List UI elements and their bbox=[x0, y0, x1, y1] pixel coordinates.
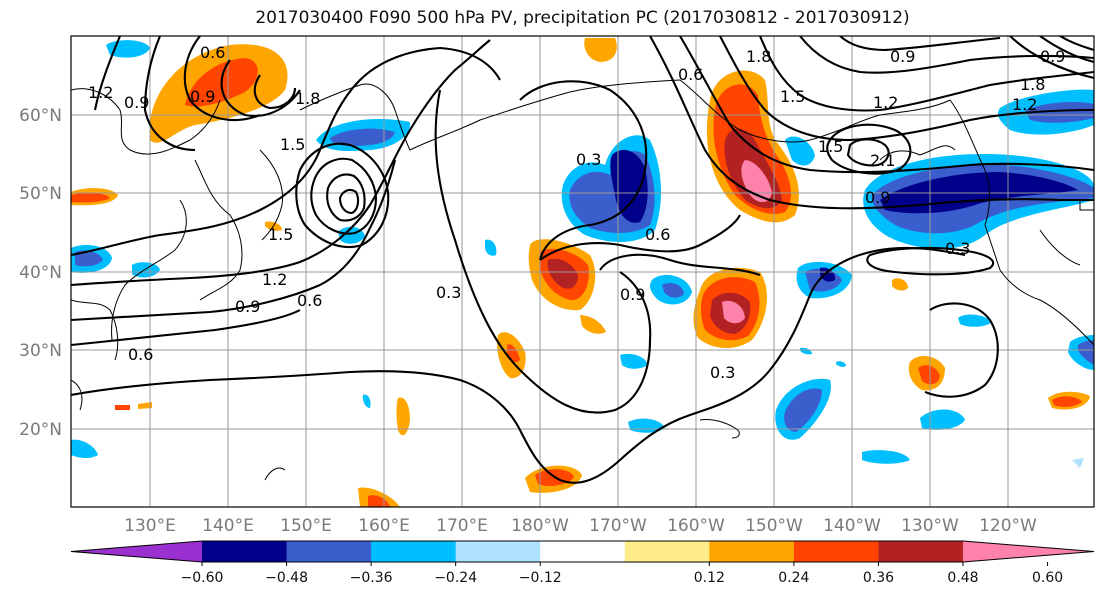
colorbar-tick-label: −0.36 bbox=[350, 570, 393, 586]
contour-label: 0.9 bbox=[890, 47, 915, 66]
colorbar-tick-label: −0.24 bbox=[434, 570, 477, 586]
contour-label: 0.6 bbox=[128, 345, 153, 364]
colorbar-segment bbox=[371, 541, 457, 562]
colorbar: −0.60 −0.48 −0.36 −0.24 −0.12 0.12 0.24 0.36 0.4… bbox=[70, 540, 1095, 586]
contour-label: 0.6 bbox=[645, 225, 670, 244]
contour-label: 0.9 bbox=[124, 93, 149, 112]
coastlines bbox=[71, 79, 1094, 481]
graticule bbox=[71, 36, 1094, 507]
contour-label: 0.6 bbox=[200, 43, 225, 62]
contour-label: 1.8 bbox=[1020, 75, 1045, 94]
colorbar-extend-min bbox=[71, 541, 202, 562]
colorbar-tick-label: 0.60 bbox=[1032, 570, 1063, 586]
contour-label: 1.8 bbox=[295, 89, 320, 108]
contour-label: 0.6 bbox=[297, 291, 322, 310]
colorbar-segment bbox=[286, 541, 372, 562]
lon-label: 150°W bbox=[745, 516, 803, 536]
colorbar-segment bbox=[793, 541, 879, 562]
longitude-labels: 130°E 140°E 150°E 160°E 170°E 180°W 170°… bbox=[124, 516, 1037, 536]
colorbar-tick-label: 0.24 bbox=[778, 570, 809, 586]
colorbar-tick-label: 0.12 bbox=[694, 570, 725, 586]
contour-label: 0.3 bbox=[710, 363, 735, 382]
colorbar-tick-label: 0.36 bbox=[863, 570, 894, 586]
lon-label: 140°W bbox=[823, 516, 881, 536]
contour-label: 1.5 bbox=[268, 225, 293, 244]
colorbar-extend-max bbox=[963, 541, 1094, 562]
map-title: 2017030400 F090 500 hPa PV, precipitatio… bbox=[255, 8, 910, 28]
colorbar-segment bbox=[624, 541, 710, 562]
contour-label: 2.1 bbox=[870, 151, 895, 170]
contour-label: 1.5 bbox=[280, 135, 305, 154]
contour-label: 1.2 bbox=[262, 270, 287, 289]
contour-label: 1.2 bbox=[873, 93, 898, 112]
contour-label: 0.9 bbox=[620, 285, 645, 304]
contour-label: 1.2 bbox=[88, 83, 113, 102]
contour-label: 1.5 bbox=[818, 137, 843, 156]
contour-label: 1.5 bbox=[780, 87, 805, 106]
lon-label: 180°W bbox=[511, 516, 569, 536]
colorbar-tick-label: −0.12 bbox=[519, 570, 562, 586]
colorbar-segment bbox=[202, 541, 288, 562]
contour-label: 0.3 bbox=[576, 150, 601, 169]
contour-labels: 1.2 0.9 0.6 0.9 1.5 1.8 1.5 1.2 0.9 0.6 … bbox=[88, 43, 1065, 382]
lon-label: 130°W bbox=[901, 516, 959, 536]
contour-label: 0.3 bbox=[436, 283, 461, 302]
lon-label: 160°W bbox=[667, 516, 725, 536]
colorbar-segment bbox=[540, 541, 626, 562]
contour-label: 0.9 bbox=[190, 87, 215, 106]
lon-label: 140°E bbox=[202, 516, 254, 536]
contour-label: 0.9 bbox=[865, 188, 890, 207]
colorbar-tick-label: 0.48 bbox=[947, 570, 978, 586]
lat-label: 50°N bbox=[19, 184, 62, 204]
colorbar-segment bbox=[455, 541, 541, 562]
contour-label: 1.2 bbox=[1012, 95, 1037, 114]
lon-label: 170°E bbox=[436, 516, 488, 536]
contour-label: 0.9 bbox=[1040, 47, 1065, 66]
lon-label: 130°E bbox=[124, 516, 176, 536]
contour-label: 1.8 bbox=[746, 47, 771, 66]
lon-label: 120°W bbox=[979, 516, 1037, 536]
lat-label: 60°N bbox=[19, 106, 62, 126]
lat-label: 20°N bbox=[19, 420, 62, 440]
lon-label: 170°W bbox=[589, 516, 647, 536]
lat-label: 40°N bbox=[19, 263, 62, 283]
latitude-labels: 60°N 50°N 40°N 30°N 20°N bbox=[19, 106, 62, 440]
lon-label: 160°E bbox=[358, 516, 410, 536]
contour-label: 0.9 bbox=[235, 297, 260, 316]
contour-label: 0.6 bbox=[678, 65, 703, 84]
colorbar-segment bbox=[709, 541, 795, 562]
colorbar-tick-label: −0.60 bbox=[181, 570, 224, 586]
contour-label: 0.3 bbox=[945, 239, 970, 258]
lat-label: 30°N bbox=[19, 341, 62, 361]
pv-contours bbox=[71, 36, 1094, 484]
map-frame bbox=[70, 35, 1095, 508]
lon-label: 150°E bbox=[280, 516, 332, 536]
colorbar-segment bbox=[878, 541, 964, 562]
colorbar-tick-label: −0.48 bbox=[265, 570, 308, 586]
